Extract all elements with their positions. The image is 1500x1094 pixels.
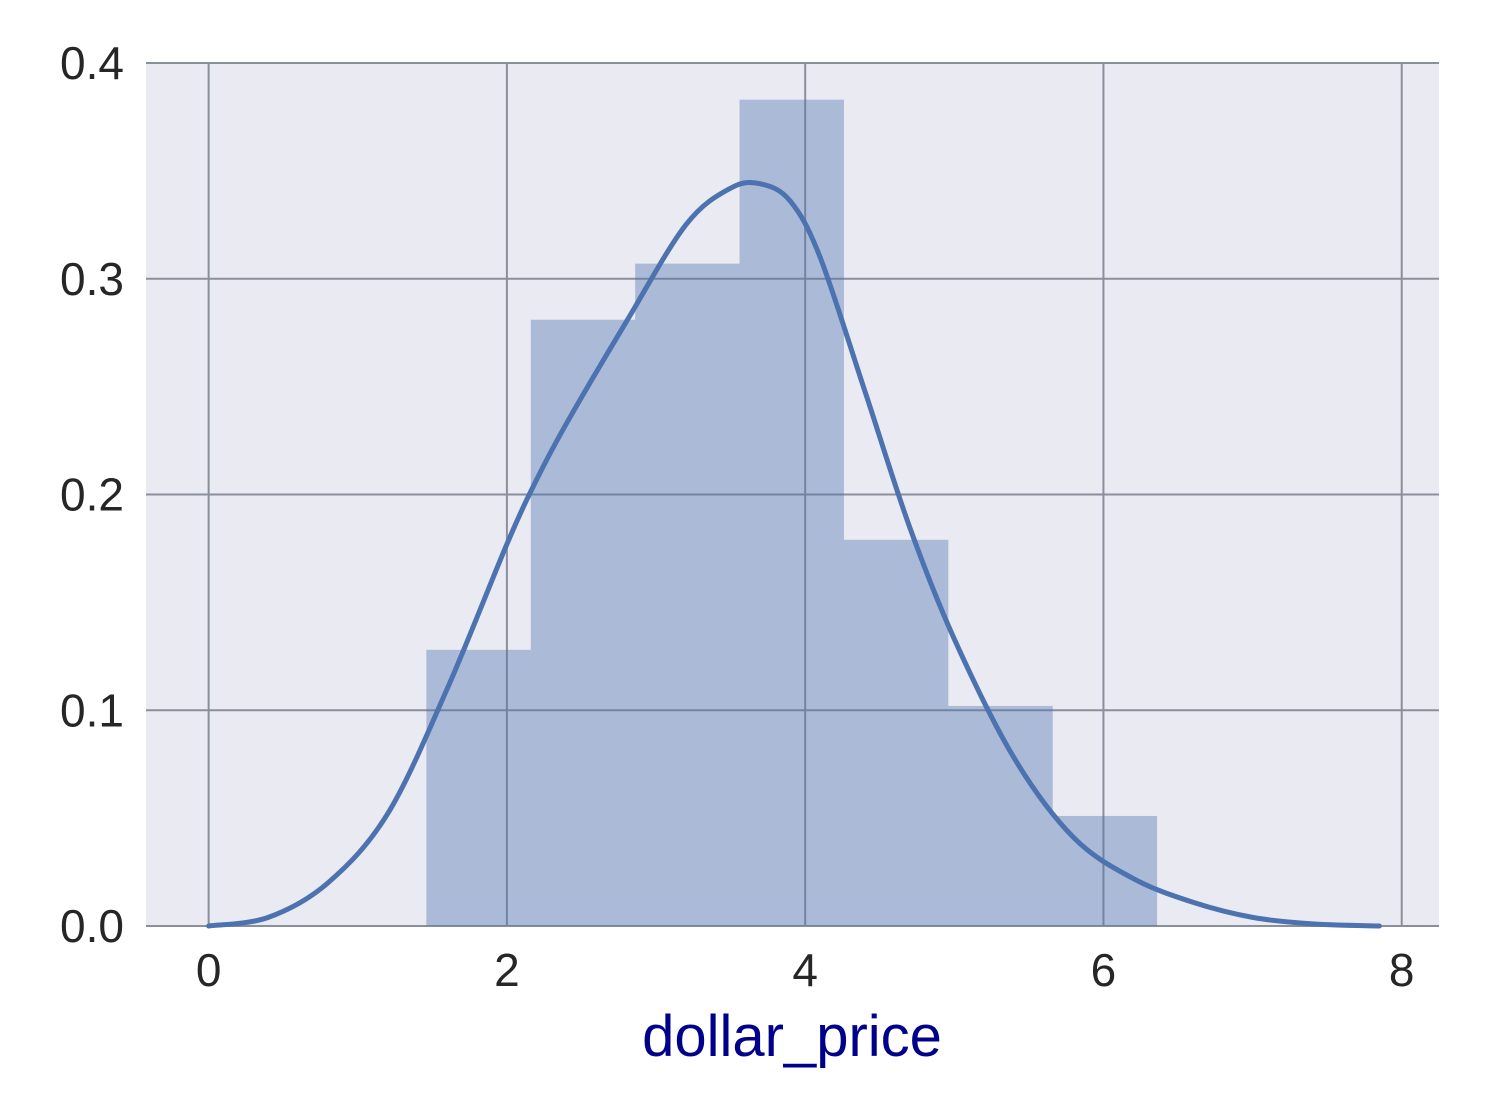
histogram-bar <box>426 649 531 926</box>
x-tick-label: 2 <box>494 944 520 996</box>
y-tick-label: 0.0 <box>60 900 124 952</box>
kde-curve <box>206 179 1382 929</box>
x-axis-label: dollar_price <box>642 1004 942 1069</box>
x-tick-label: 6 <box>1091 944 1117 996</box>
x-tick-label: 8 <box>1389 944 1415 996</box>
histogram-bar <box>635 263 740 927</box>
x-axis-ticks: 0 2 4 6 8 <box>196 944 1415 996</box>
histogram-bars <box>426 99 1158 927</box>
histogram-bar <box>948 705 1053 926</box>
x-tick-label: 0 <box>196 944 222 996</box>
histogram-bar <box>739 99 844 927</box>
y-tick-label: 0.4 <box>60 37 124 89</box>
grid <box>146 62 1439 927</box>
histogram-bar <box>530 319 636 926</box>
y-tick-label: 0.1 <box>60 684 124 736</box>
y-tick-label: 0.2 <box>60 469 124 521</box>
y-axis-ticks: 0.0 0.1 0.2 0.3 0.4 <box>60 37 124 952</box>
x-tick-label: 4 <box>792 944 818 996</box>
y-tick-label: 0.3 <box>60 253 124 305</box>
histogram-bar <box>843 539 949 926</box>
